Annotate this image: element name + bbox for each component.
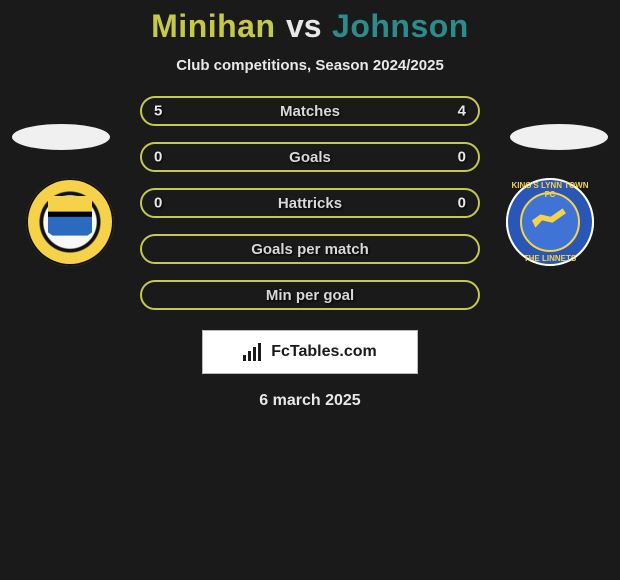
player1-name: Minihan	[151, 8, 275, 44]
brand-box: FcTables.com	[202, 330, 418, 374]
stat-hattricks-p2: 0	[458, 195, 466, 212]
stat-row-mpg: Min per goal	[140, 280, 480, 310]
stat-row-matches: 5 Matches 4	[140, 96, 480, 126]
club-right-name: KING'S LYNN TOWN FC	[506, 181, 594, 199]
stat-row-goals: 0 Goals 0	[140, 142, 480, 172]
stat-goals-label: Goals	[289, 149, 331, 166]
stat-matches-p2: 4	[458, 103, 466, 120]
player2-photo-placeholder	[510, 124, 608, 150]
stat-hattricks-label: Hattricks	[278, 195, 342, 212]
stat-row-hattricks: 0 Hattricks 0	[140, 188, 480, 218]
stat-matches-p1: 5	[154, 103, 162, 120]
stat-row-gpm: Goals per match	[140, 234, 480, 264]
subtitle: Club competitions, Season 2024/2025	[0, 57, 620, 74]
club-badge-left	[26, 178, 114, 266]
brand-text: FcTables.com	[271, 343, 377, 361]
date-text: 6 march 2025	[0, 392, 620, 410]
stat-gpm-label: Goals per match	[251, 241, 369, 258]
player2-name: Johnson	[332, 8, 469, 44]
page-title: Minihan vs Johnson	[0, 0, 620, 45]
club-right-nick: THE LINNETS	[506, 254, 594, 263]
stat-goals-p2: 0	[458, 149, 466, 166]
stat-matches-label: Matches	[280, 103, 340, 120]
stats-table: 5 Matches 4 0 Goals 0 0 Hattricks 0 Goal…	[140, 96, 480, 310]
club-badge-right: KING'S LYNN TOWN FC THE LINNETS	[506, 178, 594, 266]
versus-text: vs	[286, 8, 322, 44]
stat-goals-p1: 0	[154, 149, 162, 166]
player1-photo-placeholder	[12, 124, 110, 150]
stat-mpg-label: Min per goal	[266, 287, 354, 304]
stat-hattricks-p1: 0	[154, 195, 162, 212]
